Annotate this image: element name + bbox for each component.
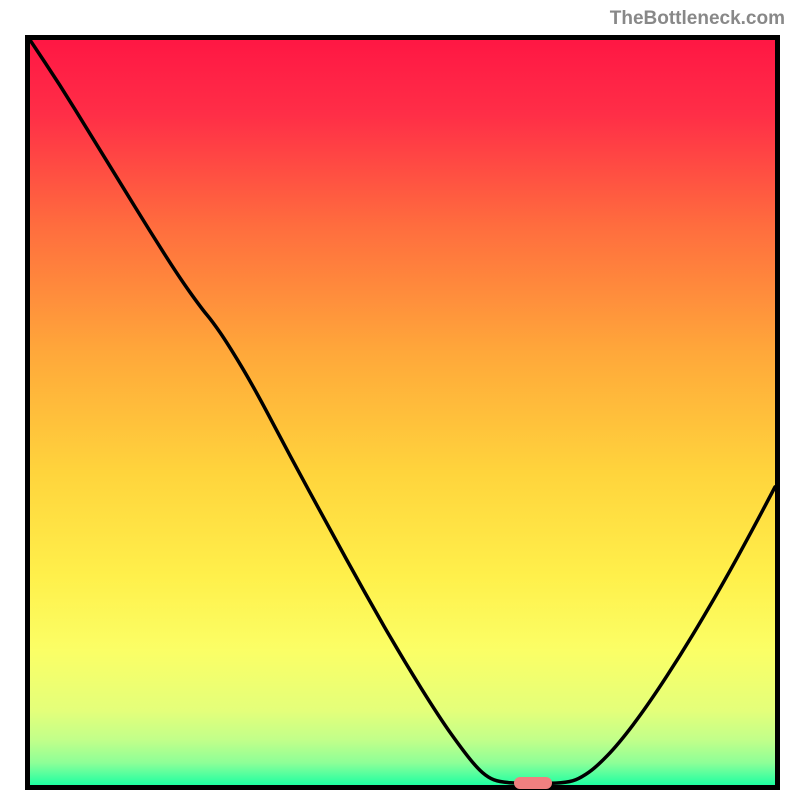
optimal-point-marker [514, 777, 551, 790]
plot-area [25, 35, 780, 790]
site-title: TheBottleneck.com [610, 8, 785, 30]
bottleneck-curve [30, 40, 775, 785]
